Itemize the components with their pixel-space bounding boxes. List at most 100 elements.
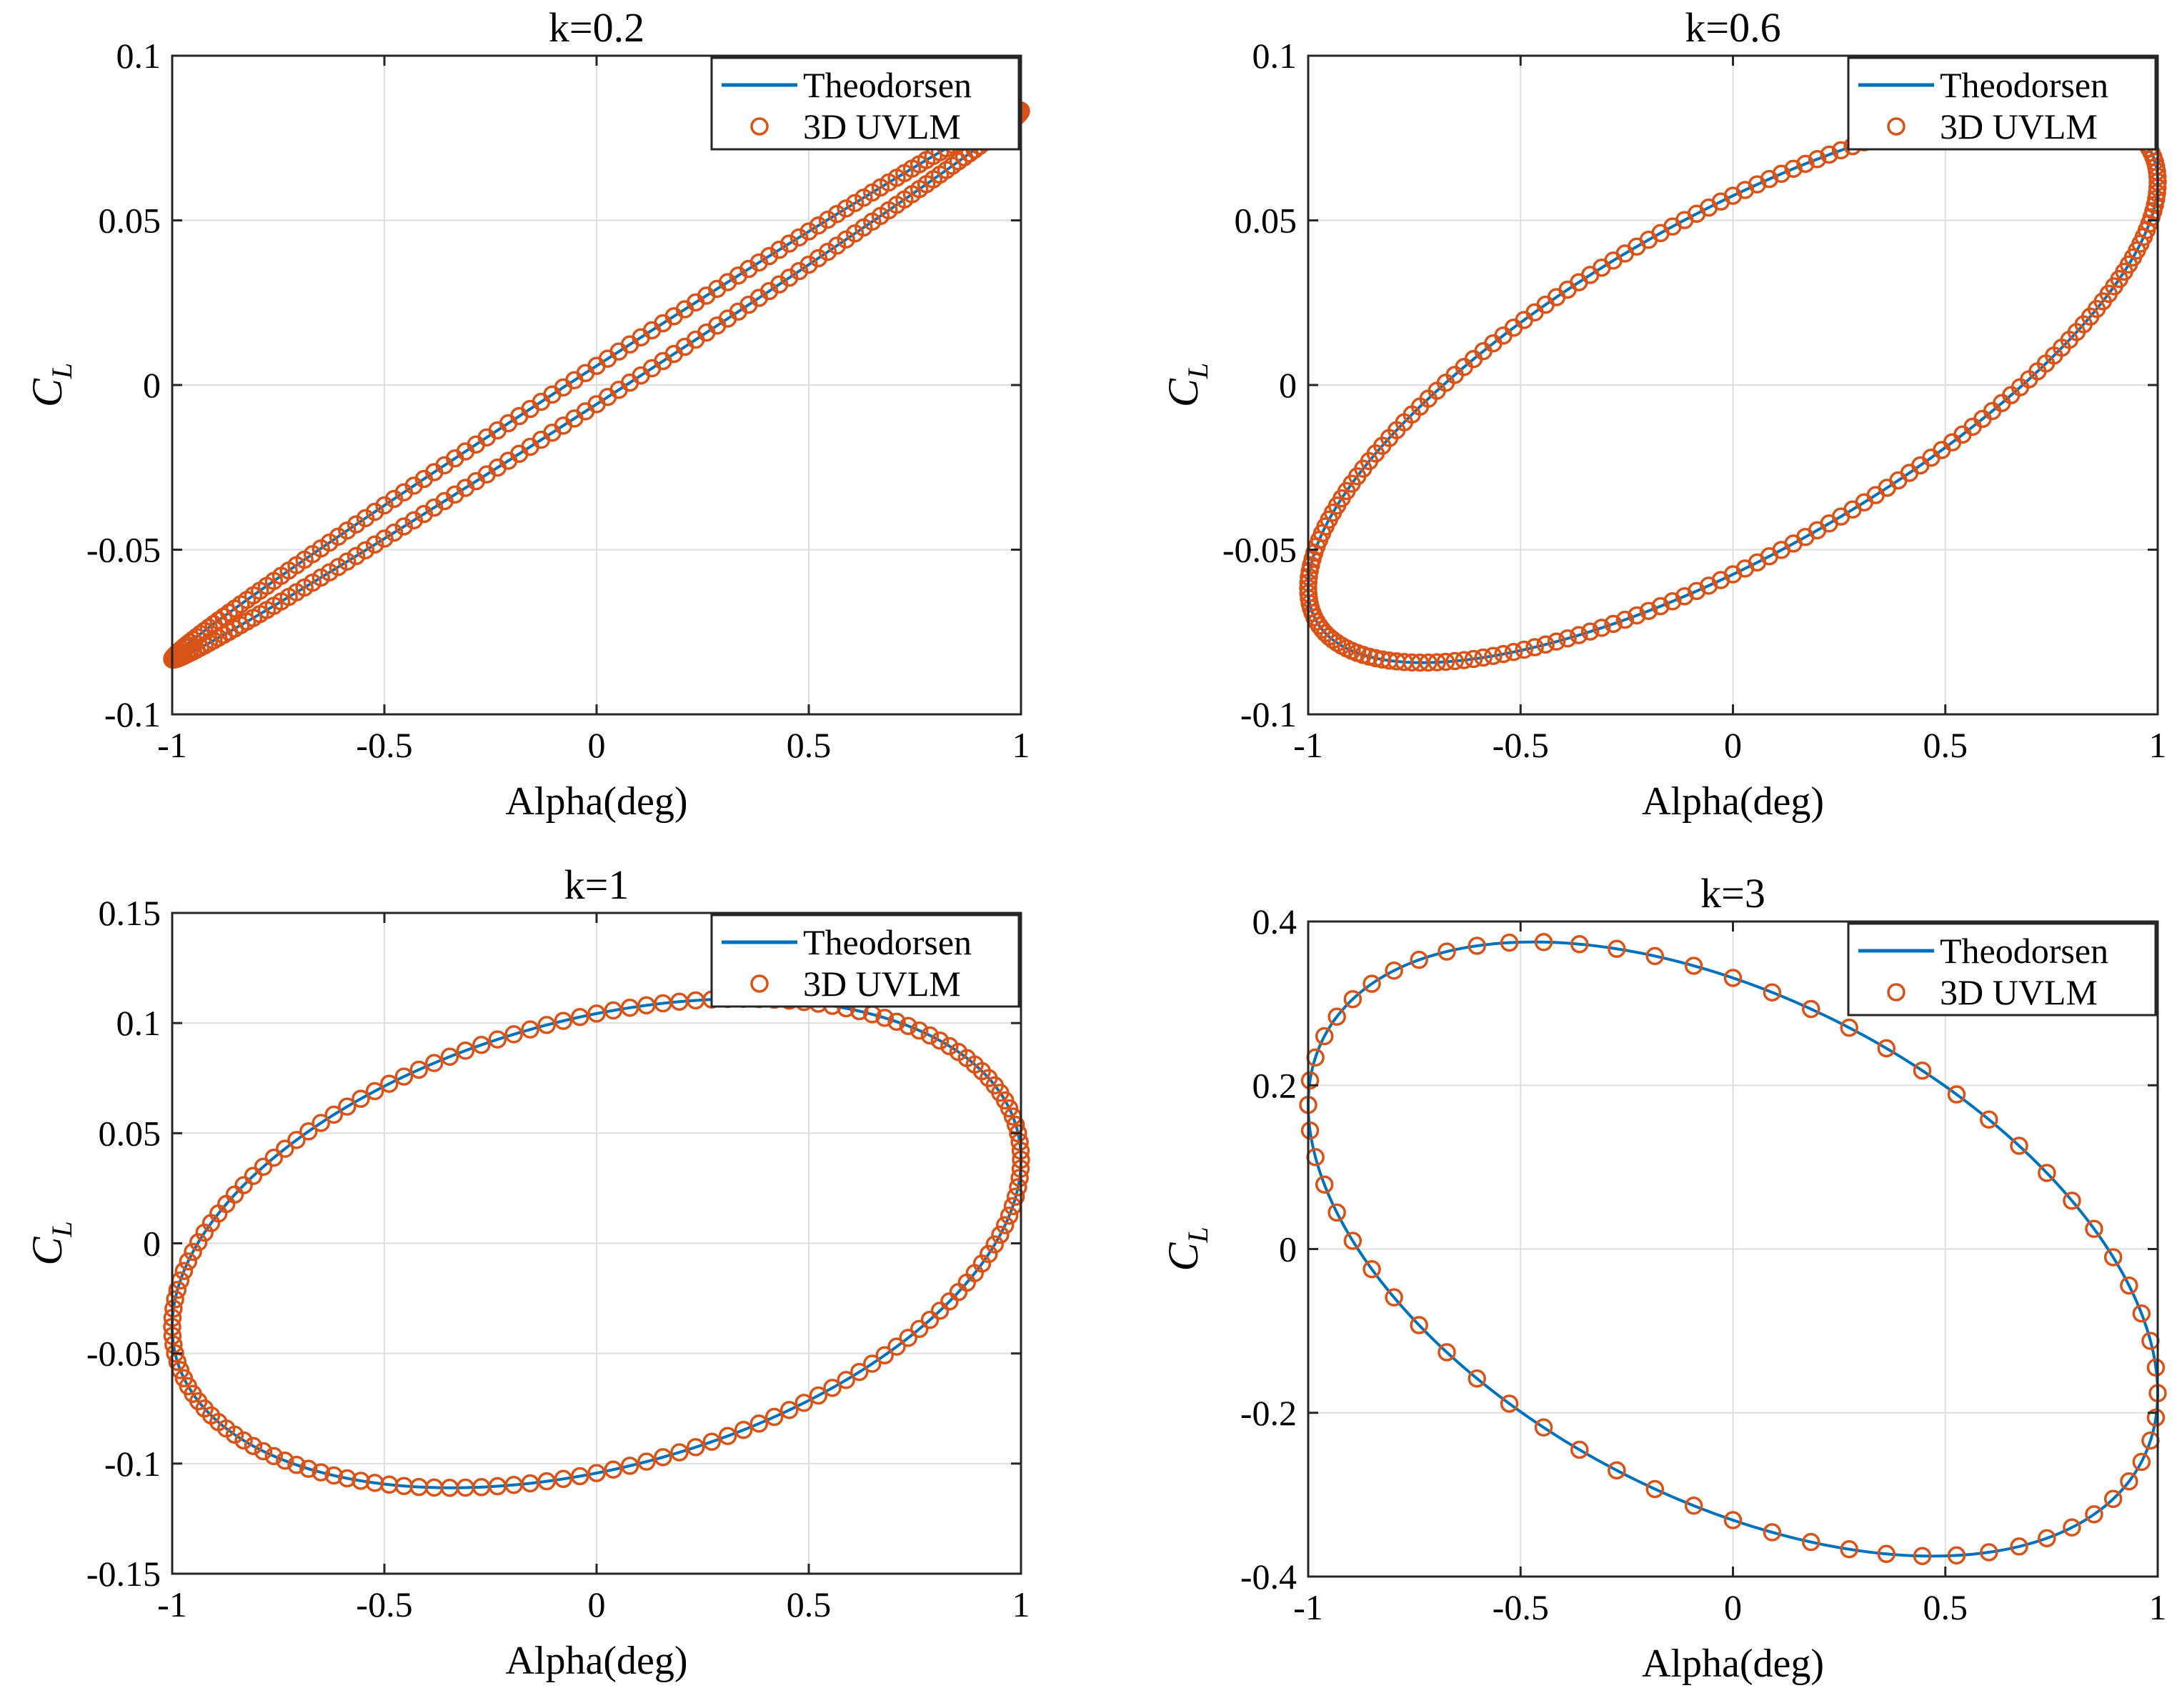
uvlm-marker bbox=[1500, 1394, 1519, 1413]
uvlm-marker bbox=[1547, 632, 1566, 651]
uvlm-marker bbox=[1419, 653, 1438, 672]
uvlm-marker bbox=[394, 517, 414, 536]
uvlm-marker bbox=[164, 1299, 183, 1318]
uvlm-marker bbox=[1315, 1175, 1334, 1194]
uvlm-marker bbox=[1343, 1232, 1363, 1250]
uvlm-marker bbox=[1684, 1497, 1703, 1515]
uvlm-marker bbox=[1980, 1110, 1998, 1129]
uvlm-marker bbox=[1534, 933, 1553, 952]
legend-label-theodorsen: Theodorsen bbox=[803, 922, 972, 962]
uvlm-marker bbox=[837, 1371, 855, 1389]
uvlm-marker bbox=[234, 1431, 253, 1450]
uvlm-marker bbox=[276, 1452, 294, 1470]
uvlm-marker bbox=[1534, 1418, 1553, 1437]
uvlm-marker bbox=[287, 1455, 306, 1474]
y-axis-label: CL bbox=[24, 1221, 78, 1265]
uvlm-marker bbox=[1500, 933, 1519, 952]
uvlm-marker bbox=[587, 1464, 606, 1482]
x-tick-label: 0 bbox=[1724, 725, 1742, 765]
chart-title: k=1 bbox=[564, 862, 629, 908]
uvlm-marker bbox=[424, 1054, 444, 1072]
uvlm-marker bbox=[1558, 629, 1577, 648]
uvlm-marker bbox=[234, 1176, 253, 1194]
uvlm-marker bbox=[920, 1310, 940, 1329]
uvlm-marker bbox=[1525, 638, 1544, 656]
uvlm-marker bbox=[1464, 649, 1483, 669]
y-tick-label: 0.1 bbox=[1252, 36, 1297, 76]
legend-label-uvlm: 3D UVLM bbox=[1940, 972, 2098, 1012]
uvlm-marker bbox=[168, 1281, 187, 1299]
uvlm-marker bbox=[1468, 937, 1486, 955]
uvlm-marker bbox=[1608, 1461, 1626, 1480]
uvlm-marker bbox=[166, 1290, 184, 1309]
x-tick-label: -0.5 bbox=[1493, 1587, 1549, 1627]
uvlm-marker bbox=[1363, 974, 1381, 993]
uvlm-marker bbox=[338, 1097, 357, 1116]
uvlm-marker bbox=[299, 1122, 318, 1141]
uvlm-marker bbox=[1504, 642, 1523, 661]
chart-title: k=3 bbox=[1700, 870, 1765, 917]
uvlm-markers bbox=[1299, 933, 2167, 1565]
uvlm-marker bbox=[394, 1067, 414, 1086]
y-tick-label: 0.4 bbox=[1252, 902, 1297, 942]
uvlm-marker bbox=[1796, 154, 1815, 174]
uvlm-marker bbox=[809, 249, 828, 268]
uvlm-marker bbox=[1006, 1187, 1025, 1206]
legend-label-uvlm: 3D UVLM bbox=[1940, 106, 2098, 146]
x-tick-label: -0.5 bbox=[356, 1584, 412, 1624]
uvlm-marker bbox=[1436, 652, 1455, 671]
uvlm-marker bbox=[789, 228, 809, 247]
uvlm-marker bbox=[2085, 1219, 2103, 1239]
uvlm-marker bbox=[1385, 961, 1403, 980]
uvlm-marker bbox=[244, 1437, 263, 1455]
uvlm-marker bbox=[654, 1448, 672, 1467]
y-tick-label: -0.2 bbox=[1240, 1393, 1297, 1433]
uvlm-marker bbox=[179, 1252, 198, 1271]
uvlm-marker bbox=[1474, 648, 1493, 667]
uvlm-marker bbox=[537, 1016, 556, 1034]
x-tick-label: -1 bbox=[157, 1584, 187, 1624]
uvlm-marker bbox=[809, 216, 828, 235]
uvlm-marker bbox=[312, 1114, 330, 1132]
uvlm-marker bbox=[299, 1459, 318, 1478]
uvlm-marker bbox=[2085, 1505, 2103, 1524]
uvlm-marker bbox=[1684, 957, 1703, 975]
uvlm-marker bbox=[1723, 1511, 1743, 1529]
uvlm-marker bbox=[686, 1438, 705, 1457]
uvlm-marker bbox=[587, 1004, 606, 1023]
uvlm-marker bbox=[930, 1032, 950, 1050]
uvlm-marker bbox=[352, 1472, 370, 1490]
uvlm-marker bbox=[264, 1447, 284, 1466]
uvlm-marker bbox=[1363, 1259, 1381, 1279]
uvlm-marker bbox=[1801, 999, 1820, 1019]
uvlm-marker bbox=[1877, 1039, 1896, 1058]
uvlm-marker bbox=[1947, 1085, 1966, 1104]
y-tick-label: -0.05 bbox=[86, 1334, 161, 1374]
uvlm-marker bbox=[980, 1244, 998, 1264]
x-tick-label: 0.5 bbox=[1923, 1587, 1968, 1627]
uvlm-marker bbox=[1455, 651, 1473, 669]
y-tick-label: 0.15 bbox=[99, 893, 161, 933]
uvlm-marker bbox=[1980, 1543, 1998, 1562]
uvlm-marker bbox=[1651, 596, 1670, 616]
uvlm-marker bbox=[1593, 619, 1611, 637]
uvlm-marker bbox=[991, 1225, 1010, 1244]
y-tick-label: 0 bbox=[1279, 365, 1297, 405]
legend-marker-swatch bbox=[750, 974, 769, 993]
uvlm-marker bbox=[718, 1427, 737, 1445]
uvlm-marker bbox=[356, 509, 375, 528]
uvlm-marker bbox=[1428, 653, 1446, 671]
chart-panel-2: -1 -0.5 0 0.5 1 -0.1 -0.05 0 0.05 0.1 k=0.6 Alpha(d… bbox=[1160, 4, 2167, 824]
uvlm-marker bbox=[1010, 1169, 1029, 1187]
uvlm-marker bbox=[174, 1262, 194, 1280]
uvlm-marker bbox=[329, 558, 348, 576]
uvlm-marker bbox=[1580, 622, 1600, 641]
uvlm-marker bbox=[1327, 1203, 1346, 1222]
uvlm-marker bbox=[2103, 1248, 2123, 1267]
uvlm-marker bbox=[254, 1157, 273, 1177]
y-tick-label: -0.15 bbox=[86, 1554, 161, 1594]
uvlm-marker bbox=[749, 1414, 769, 1433]
uvlm-marker bbox=[794, 1394, 813, 1412]
uvlm-marker bbox=[356, 541, 375, 560]
